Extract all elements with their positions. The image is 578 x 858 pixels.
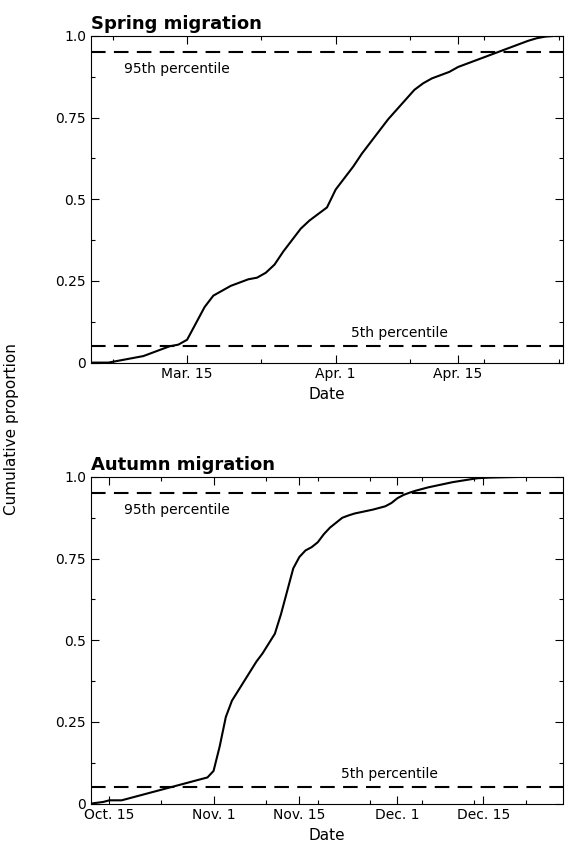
X-axis label: Date: Date — [309, 828, 345, 843]
Text: 5th percentile: 5th percentile — [341, 767, 438, 781]
X-axis label: Date: Date — [309, 387, 345, 402]
Text: Autumn migration: Autumn migration — [91, 456, 275, 474]
Text: 95th percentile: 95th percentile — [124, 503, 229, 517]
Text: 95th percentile: 95th percentile — [124, 62, 229, 76]
Text: Spring migration: Spring migration — [91, 15, 262, 33]
Text: 5th percentile: 5th percentile — [351, 326, 447, 340]
Text: Cumulative proportion: Cumulative proportion — [4, 343, 19, 515]
